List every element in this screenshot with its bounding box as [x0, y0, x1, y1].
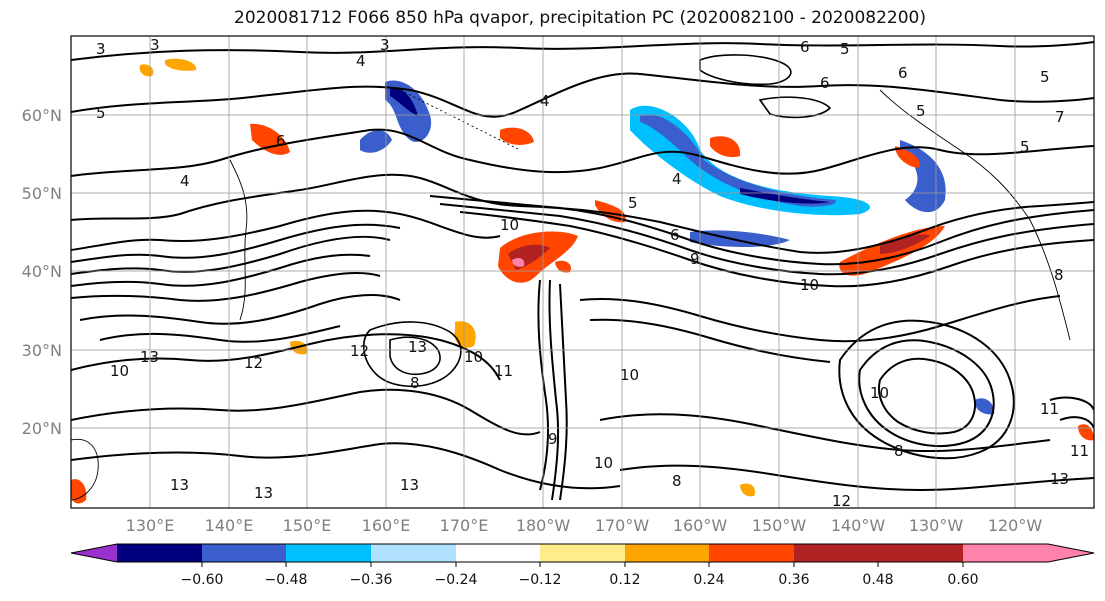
- contour-label: 13: [1050, 470, 1069, 488]
- colorbar-segment: [456, 544, 540, 562]
- contour-label: 5: [840, 40, 850, 58]
- contour-label: 3: [150, 36, 160, 54]
- contour-label: 5: [1020, 138, 1030, 156]
- graticule: [71, 36, 1094, 508]
- contour-label: 8: [410, 374, 420, 392]
- contour-label: 4: [672, 170, 682, 188]
- map-frame: [70, 35, 1095, 509]
- lon-label: 130°W: [909, 516, 964, 535]
- contour-label: 5: [1040, 68, 1050, 86]
- latitude-labels: 60°N 50°N 40°N 30°N 20°N: [22, 106, 62, 438]
- colorbar-tick-label: 0.36: [778, 572, 809, 588]
- contour-label: 8: [894, 442, 904, 460]
- lon-label: 160°E: [362, 516, 411, 535]
- contour-label: 8: [1054, 266, 1064, 284]
- contour-label: 10: [594, 454, 613, 472]
- contour-label: 10: [870, 384, 889, 402]
- contour-label: 9: [548, 430, 558, 448]
- contour-label: 12: [244, 354, 263, 372]
- lon-label: 150°W: [752, 516, 807, 535]
- colorbar-tick-label: −0.12: [519, 572, 562, 588]
- lat-label: 20°N: [22, 419, 62, 438]
- contour-label: 6: [820, 74, 830, 92]
- lon-label: 150°E: [283, 516, 332, 535]
- qvapor-contours: [71, 41, 1094, 501]
- contour-label: 8: [672, 472, 682, 490]
- lon-label: 120°W: [988, 516, 1043, 535]
- contour-label: 13: [170, 476, 189, 494]
- colorbar-segment: [625, 544, 709, 562]
- contour-label: 11: [494, 362, 513, 380]
- contour-label: 3: [380, 36, 390, 54]
- contour-label: 13: [408, 338, 427, 356]
- colorbar-min-arrow: [71, 544, 117, 562]
- contour-label: 6: [800, 38, 810, 56]
- contour-label: 11: [1070, 442, 1089, 460]
- lat-label: 30°N: [22, 341, 62, 360]
- contour-label: 10: [500, 216, 519, 234]
- lon-label: 160°W: [673, 516, 728, 535]
- colorbar-segment: [709, 544, 794, 562]
- contour-label: 13: [400, 476, 419, 494]
- lon-label: 130°E: [126, 516, 175, 535]
- contour-label: 3: [96, 40, 106, 58]
- colorbar-tick-label: −0.24: [435, 572, 478, 588]
- contour-label: 12: [832, 492, 851, 510]
- contour-label: 5: [96, 104, 106, 122]
- coastlines: [71, 89, 1071, 501]
- contour-label: 13: [254, 484, 273, 502]
- colorbar: −0.60 −0.48 −0.36 −0.24 −0.12 0.12 0.24 …: [70, 543, 1095, 588]
- longitude-labels: 130°E 140°E 150°E 160°E 170°E 180°W 170°…: [126, 516, 1043, 535]
- lon-label: 140°E: [205, 516, 254, 535]
- map-title: 2020081712 F066 850 hPa qvapor, precipit…: [234, 8, 926, 28]
- colorbar-outline: [70, 543, 1095, 563]
- contour-label: 10: [464, 348, 483, 366]
- colorbar-tick-label: 0.48: [862, 572, 893, 588]
- contour-label: 10: [800, 276, 819, 294]
- colorbar-segment: [371, 544, 456, 562]
- contour-label: 5: [628, 194, 638, 212]
- colorbar-segment: [117, 544, 202, 562]
- contour-label: 12: [350, 342, 369, 360]
- contour-labels: 3 3 3 4 5 4 6 6 5 6 5 4 5 6 7 5 4 5 10 6…: [96, 36, 1089, 510]
- contour-label: 6: [276, 132, 286, 150]
- colorbar-tick-label: −0.36: [350, 572, 393, 588]
- lon-label: 170°E: [440, 516, 489, 535]
- map-background: [71, 36, 1094, 508]
- colorbar-tick-label: 0.60: [947, 572, 978, 588]
- colorbar-tick-label: 0.12: [609, 572, 640, 588]
- contour-label: 10: [110, 362, 129, 380]
- contour-label: 13: [140, 348, 159, 366]
- contour-label: 11: [1040, 400, 1059, 418]
- contour-label: 7: [1055, 108, 1065, 126]
- colorbar-segment: [794, 544, 878, 562]
- contour-label: 9: [690, 250, 700, 268]
- colorbar-tick-label: −0.60: [181, 572, 224, 588]
- colorbar-segment: [286, 544, 371, 562]
- colorbar-segment: [878, 544, 963, 562]
- colorbar-segment: [202, 544, 286, 562]
- contour-label: 4: [356, 52, 366, 70]
- contour-label: 6: [898, 64, 908, 82]
- contour-label: 10: [620, 366, 639, 384]
- lat-label: 50°N: [22, 184, 62, 203]
- lon-label: 180°W: [516, 516, 571, 535]
- contour-label: 5: [916, 102, 926, 120]
- lat-label: 60°N: [22, 106, 62, 125]
- colorbar-max-arrow: [963, 544, 1094, 562]
- lat-label: 40°N: [22, 262, 62, 281]
- precipitation-anomaly-fills: [71, 58, 1094, 504]
- map-content: 3 3 3 4 5 4 6 6 5 6 5 4 5 6 7 5 4 5 10 6…: [71, 36, 1094, 510]
- colorbar-tick-label: 0.24: [693, 572, 724, 588]
- lon-label: 170°W: [595, 516, 650, 535]
- colorbar-ticks: [201, 562, 964, 567]
- contour-label: 4: [540, 92, 550, 110]
- contour-label: 4: [180, 172, 190, 190]
- colorbar-tick-label: −0.48: [265, 572, 308, 588]
- colorbar-segment: [540, 544, 625, 562]
- contour-label: 6: [670, 226, 680, 244]
- lon-label: 140°W: [831, 516, 886, 535]
